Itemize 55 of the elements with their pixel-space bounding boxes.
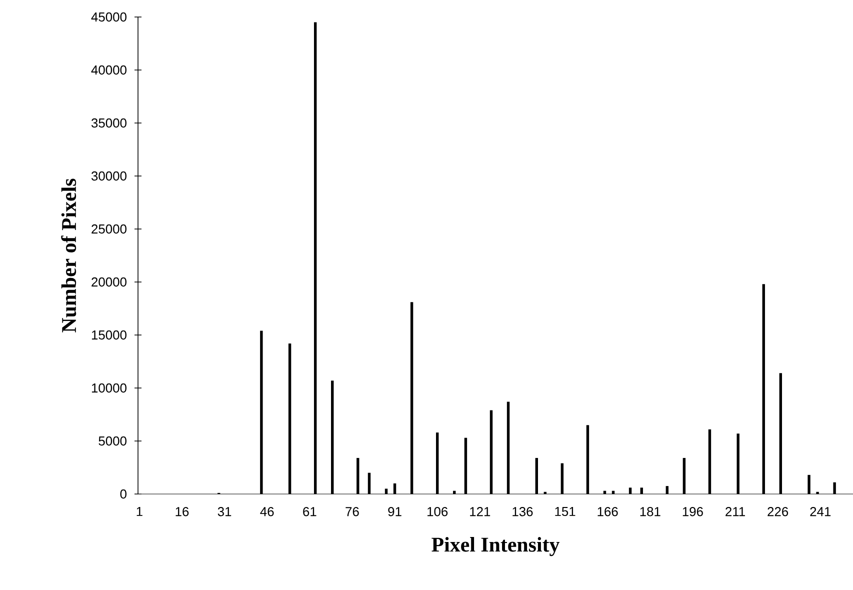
y-axis-title: Number of Pixels [61, 178, 76, 332]
x-tick-label: 106 [428, 507, 448, 516]
bar [560, 463, 564, 494]
y-tick-label: 35000 [91, 118, 126, 128]
x-tick-label: 91 [388, 507, 402, 516]
y-tick-label: 10000 [92, 383, 126, 393]
bar [331, 380, 334, 494]
y-tick-label: 45000 [91, 12, 126, 22]
y-tick-label: 0 [120, 489, 126, 499]
x-tick-label: 226 [768, 507, 788, 516]
x-axis-title: Pixel Intensity [432, 537, 560, 556]
y-tick-label: 15000 [92, 330, 126, 340]
bar [779, 373, 782, 494]
y-tick-label: 5000 [98, 436, 126, 446]
y-tick-label: 20000 [92, 277, 126, 287]
x-tick-label: 211 [726, 507, 745, 516]
y-tick-label: 30000 [91, 171, 126, 181]
bar [314, 22, 317, 494]
bar [393, 483, 396, 494]
bar [288, 343, 292, 494]
x-tick-label: 1 [136, 507, 142, 516]
bar [384, 488, 388, 494]
bar [628, 488, 632, 494]
bar [736, 434, 740, 494]
x-tick-label: 196 [682, 507, 703, 516]
x-tick-label: 76 [346, 507, 359, 516]
bar [640, 488, 643, 494]
bar [410, 302, 414, 494]
bar [682, 458, 686, 494]
bar [833, 482, 836, 494]
x-tick-label: 46 [260, 507, 274, 516]
x-tick-label: 241 [810, 507, 831, 516]
bar [464, 438, 468, 494]
x-tick-label: 151 [555, 507, 576, 516]
x-tick-label: 121 [470, 507, 490, 516]
bar [260, 330, 263, 494]
bar [356, 458, 360, 494]
x-tick-label: 136 [512, 507, 533, 516]
y-tick-label: 40000 [91, 65, 126, 75]
bar [762, 284, 765, 494]
bar [490, 410, 493, 494]
bar [708, 429, 712, 494]
bar [808, 474, 810, 494]
bar [368, 472, 371, 494]
bar [506, 402, 510, 494]
x-tick-label: 61 [303, 507, 316, 516]
bar [666, 486, 669, 494]
y-tick-label: 25000 [92, 224, 126, 234]
x-tick-label: 166 [598, 507, 618, 516]
bar [436, 432, 439, 494]
x-tick-label: 31 [218, 507, 232, 516]
bar [586, 425, 590, 494]
x-tick-label: 16 [176, 507, 189, 516]
x-tick-label: 181 [640, 507, 660, 516]
bar [535, 458, 538, 494]
